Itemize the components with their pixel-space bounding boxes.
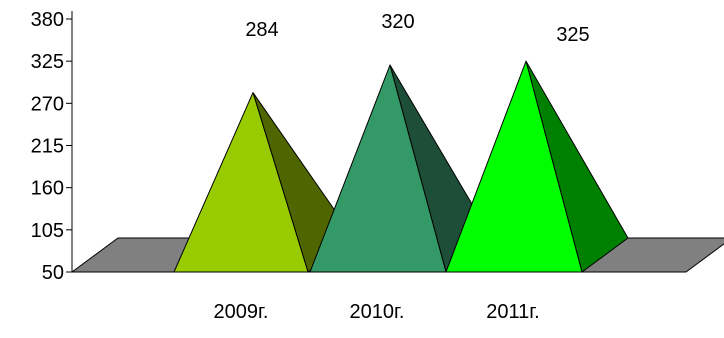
data-label-2: 320 <box>381 11 414 33</box>
pyramid-front-1 <box>173 92 309 273</box>
pyramid-front-2 <box>309 64 447 273</box>
y-tick-label: 380 <box>31 9 64 31</box>
x-axis-labels: 2009г. 2010г. 2011г. <box>214 301 540 323</box>
pyramid-series <box>173 60 629 273</box>
y-tick-label: 215 <box>31 136 64 158</box>
y-tick-label: 270 <box>31 93 64 115</box>
y-tick-label: 50 <box>42 262 64 284</box>
category-label-1: 2009г. <box>214 301 269 323</box>
y-axis: 50 105 160 215 270 325 380 <box>31 9 73 284</box>
data-label-1: 284 <box>245 19 278 41</box>
category-label-3: 2011г. <box>486 301 539 323</box>
y-tick-label: 325 <box>31 51 64 73</box>
y-tick-label: 160 <box>31 178 64 200</box>
data-labels: 284 320 325 <box>245 11 589 46</box>
data-label-3: 325 <box>556 24 589 46</box>
pyramid-front-3 <box>445 60 583 273</box>
y-tick-label: 105 <box>31 220 64 242</box>
category-label-2: 2010г. <box>350 301 405 323</box>
